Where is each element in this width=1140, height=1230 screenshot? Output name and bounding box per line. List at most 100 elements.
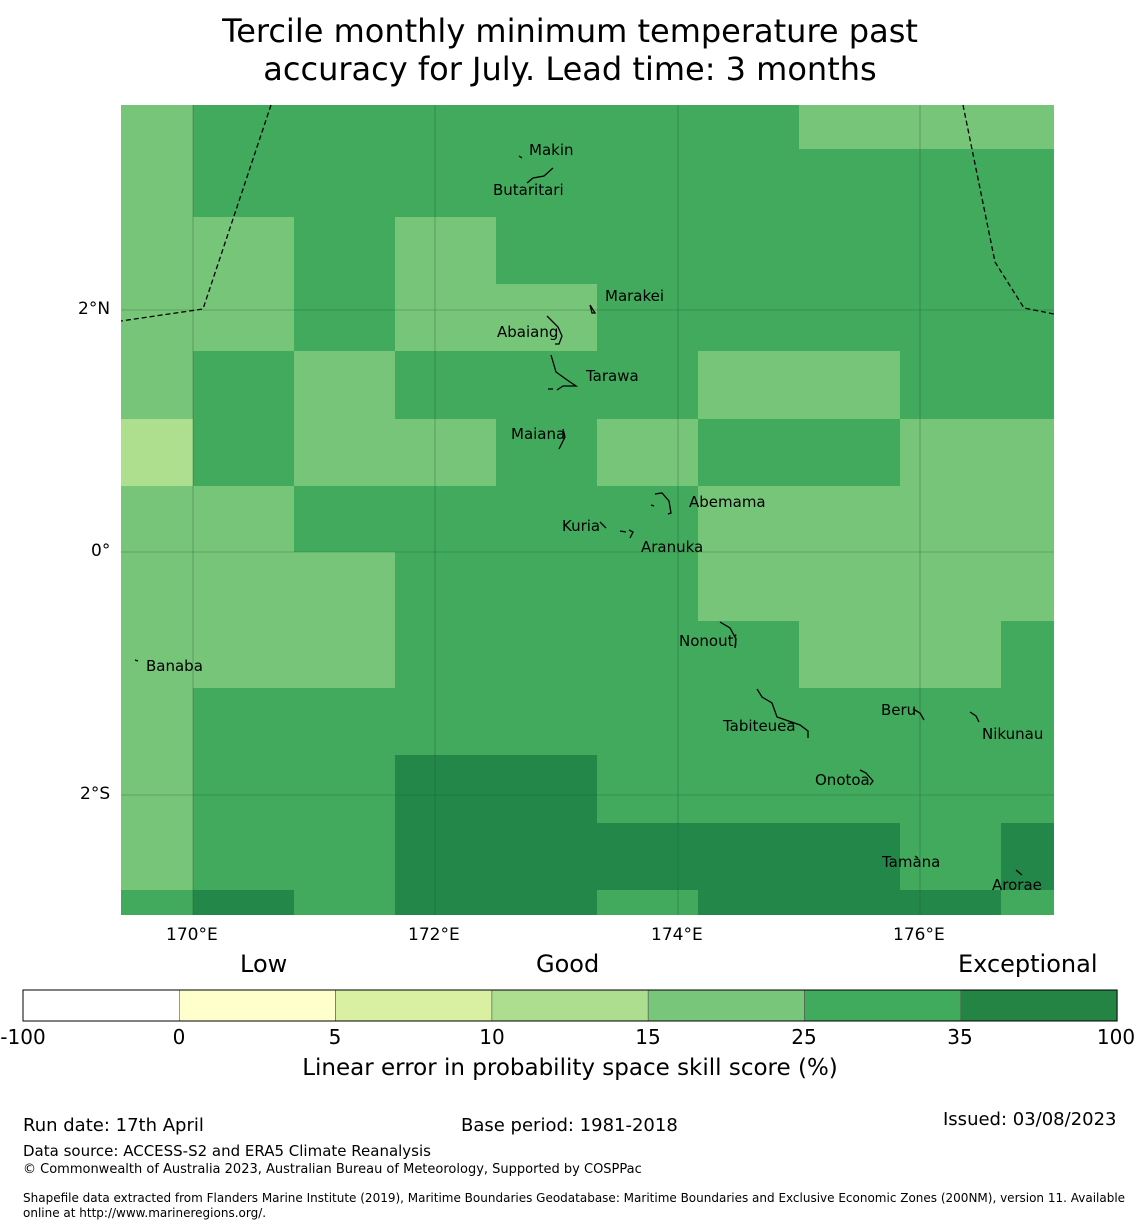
grid-cell bbox=[597, 486, 698, 823]
grid-cell bbox=[395, 105, 496, 217]
grid-cell bbox=[698, 419, 799, 486]
data-source: Data source: ACCESS-S2 and ERA5 Climate … bbox=[23, 1142, 431, 1160]
colorbar-segment bbox=[335, 989, 493, 1022]
eez-boundary-lines bbox=[120, 104, 1055, 322]
grid-cell bbox=[799, 419, 900, 486]
grid-cell bbox=[698, 486, 799, 621]
island-label: Nikunau bbox=[982, 725, 1043, 743]
tabiteuea-island-shape bbox=[756, 688, 809, 738]
grid-cell bbox=[1001, 149, 1054, 419]
grid-cell bbox=[395, 755, 496, 915]
grid-cell bbox=[193, 552, 294, 688]
colorbar-label: Linear error in probability space skill … bbox=[302, 1055, 838, 1081]
grid-cell bbox=[799, 149, 900, 351]
island-label: Aranuka bbox=[641, 538, 703, 556]
grid-cell bbox=[193, 688, 294, 890]
base-period: Base period: 1981-2018 bbox=[461, 1115, 678, 1136]
grid-cell bbox=[294, 688, 395, 915]
island-label: Kuria bbox=[562, 517, 600, 535]
grid-cell bbox=[193, 217, 294, 351]
island-label: Tarawa bbox=[585, 367, 639, 385]
marakei-island-shape bbox=[589, 304, 597, 314]
grid-cell bbox=[395, 486, 496, 755]
grid-cell bbox=[900, 419, 1001, 688]
beru-island-shape bbox=[912, 708, 925, 721]
grid-cell bbox=[597, 105, 698, 419]
makin-island-shape bbox=[518, 155, 523, 159]
island-label: Abaiang bbox=[497, 323, 558, 341]
grid-cell bbox=[1001, 890, 1054, 915]
grid-cell bbox=[193, 105, 294, 217]
grid-cell bbox=[799, 105, 900, 149]
tamana-island-shape bbox=[914, 855, 919, 859]
island-label: Tamana bbox=[881, 853, 940, 871]
grid-cell bbox=[900, 688, 1001, 890]
colorbar-heading-exceptional: Exceptional bbox=[958, 950, 1098, 978]
map-title-line-2: accuracy for July. Lead time: 3 months bbox=[263, 50, 877, 88]
lat-tick-label: 2°N bbox=[78, 299, 111, 319]
colorbar-segment bbox=[491, 989, 649, 1022]
kuria-aranuka-island-shape bbox=[599, 521, 634, 539]
grid-cell bbox=[698, 351, 799, 419]
grid-cell bbox=[799, 688, 900, 823]
lon-tick-label: 172°E bbox=[408, 925, 460, 945]
grid-cell bbox=[294, 351, 395, 486]
grid-cell bbox=[698, 105, 799, 351]
abaiang-island-shape bbox=[546, 315, 563, 345]
colorbar-segment bbox=[179, 989, 336, 1022]
nikunau-island-shape bbox=[969, 711, 980, 723]
banaba-island-shape bbox=[134, 659, 139, 662]
grid-cell bbox=[496, 351, 597, 755]
island-label: Butaritari bbox=[493, 181, 564, 199]
issued-date: Issued: 03/08/2023 bbox=[943, 1109, 1117, 1130]
grid-cell bbox=[900, 105, 1001, 149]
grid-cell bbox=[900, 890, 1001, 915]
colorbar-segment bbox=[960, 989, 1118, 1022]
lon-tick-label: 176°E bbox=[893, 925, 945, 945]
grid-cell bbox=[799, 823, 900, 915]
tarawa-island-shape bbox=[548, 354, 579, 391]
colorbar-segment bbox=[22, 989, 180, 1022]
grid-cell bbox=[193, 890, 294, 915]
grid-cell bbox=[799, 486, 900, 688]
colorbar-tick-label: 25 bbox=[791, 1025, 817, 1049]
colorbar bbox=[22, 989, 1118, 1022]
grid-cell bbox=[395, 217, 496, 351]
grid-cell bbox=[698, 823, 799, 915]
grid-cell bbox=[597, 419, 698, 486]
colorbar-tick-label: 100 bbox=[1096, 1025, 1136, 1049]
grid-cell bbox=[395, 351, 496, 419]
grid-cell bbox=[121, 890, 193, 915]
colorbar-outline bbox=[22, 989, 1118, 1022]
colorbar-tick-label: -100 bbox=[0, 1025, 46, 1049]
island-label: Banaba bbox=[146, 657, 203, 675]
grid-cell bbox=[597, 823, 698, 890]
grid-cell bbox=[121, 419, 193, 486]
grid-cell bbox=[900, 149, 1001, 419]
colorbar-tick-label: 15 bbox=[635, 1025, 661, 1049]
island-label: Beru bbox=[881, 701, 916, 719]
nonouti-island-shape bbox=[719, 621, 737, 649]
island-label: Tabiteuea bbox=[722, 717, 796, 735]
grid-cell bbox=[294, 552, 395, 688]
skill-grid bbox=[121, 105, 1054, 915]
grid-cell bbox=[193, 351, 294, 486]
butaritari-island-shape bbox=[526, 167, 554, 184]
island-label: Arorae bbox=[992, 876, 1042, 894]
island-label: Nonouti bbox=[679, 632, 738, 650]
island-label: Onotoa bbox=[815, 771, 870, 789]
grid-cell bbox=[1001, 621, 1054, 823]
grid-cell bbox=[1001, 105, 1054, 149]
grid-cell bbox=[496, 105, 597, 284]
map-title-line-1: Tercile monthly minimum temperature past bbox=[222, 12, 918, 50]
grid-cell bbox=[496, 755, 597, 915]
grid-cell bbox=[496, 284, 597, 351]
shapefile-credit-line-1: Shapefile data extracted from Flanders M… bbox=[23, 1191, 1126, 1205]
onotoa-island-shape bbox=[859, 769, 874, 786]
grid-cell bbox=[395, 419, 496, 486]
colorbar-segment bbox=[804, 989, 962, 1022]
arorae-island-shape bbox=[1015, 869, 1023, 876]
colorbar-tick-label: 0 bbox=[172, 1025, 186, 1049]
colorbar-heading-good: Good bbox=[536, 950, 600, 978]
